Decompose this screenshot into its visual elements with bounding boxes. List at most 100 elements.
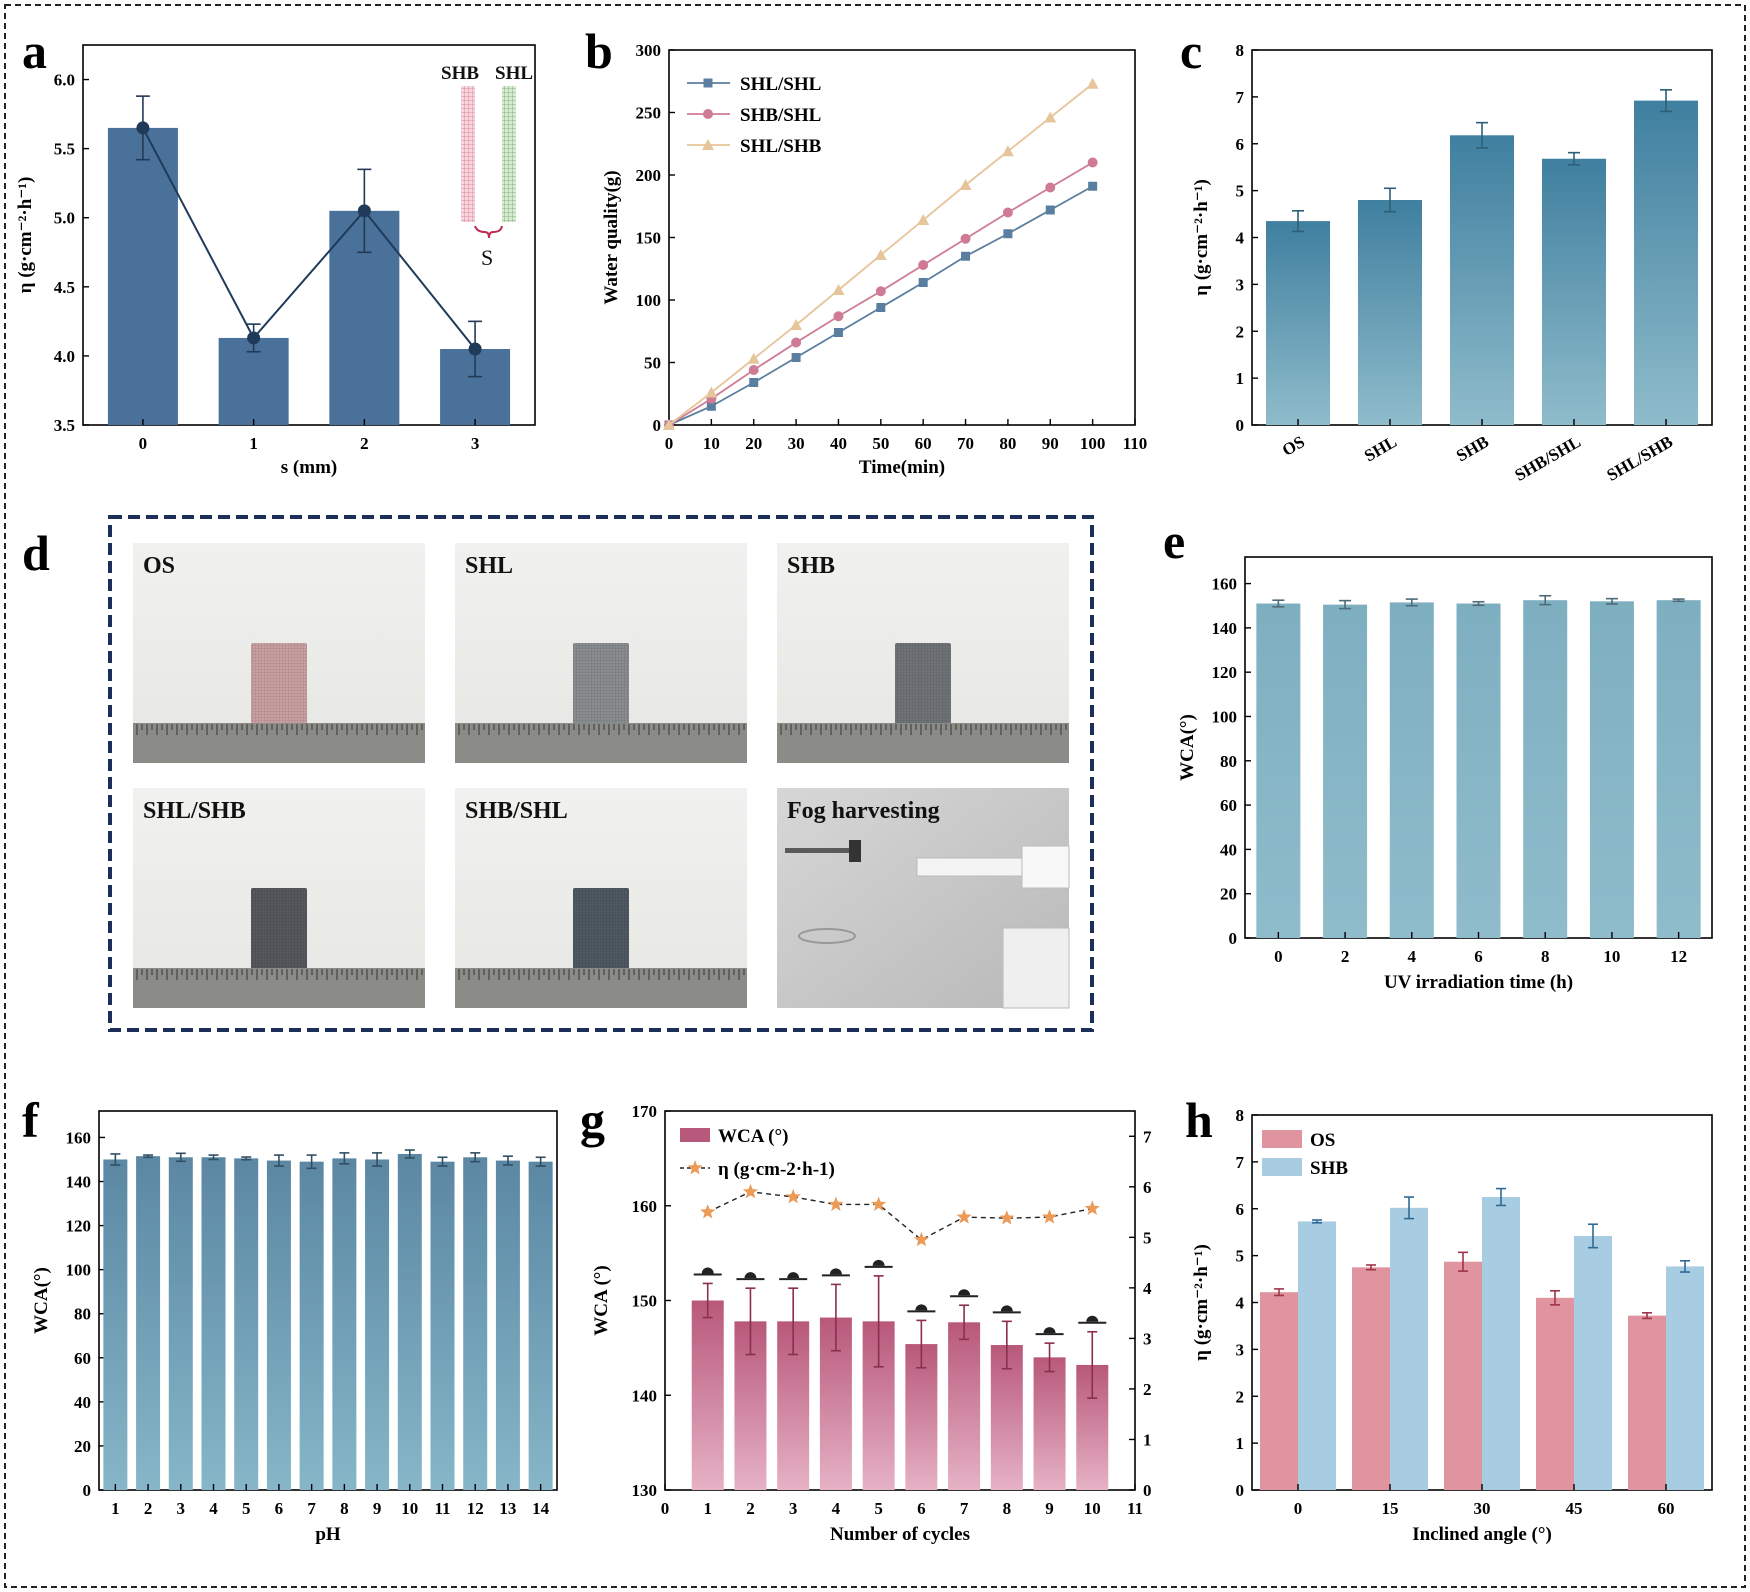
chart-b-xtick-label: 80 [999, 434, 1016, 453]
chart-f-bar [430, 1161, 455, 1490]
chart-g-ytick-label: 150 [632, 1292, 658, 1311]
chart-f-xlabel: pH [315, 1524, 341, 1545]
chart-h-ytick-label: 0 [1236, 1481, 1245, 1500]
chart-g-xtick-label: 2 [746, 1499, 755, 1518]
chart-f-xtick-label: 7 [307, 1499, 316, 1518]
chart-g-eta-point [742, 1183, 759, 1199]
chart-a-xtick-label: 0 [139, 434, 148, 453]
chart-f-xtick-label: 5 [242, 1499, 251, 1518]
photo-cell: OS [133, 543, 425, 763]
inset-schematic: SHB SHL S [441, 63, 533, 270]
chart-e-bar [1589, 601, 1634, 938]
photo-cell: Fog harvesting [777, 788, 1070, 1009]
chart-b-point [748, 365, 759, 375]
chart-b-ytick-label: 100 [636, 291, 662, 310]
chart-g-ylabel: WCA (°) [591, 1265, 612, 1335]
droplet-icon [958, 1289, 971, 1296]
chart-g-eta-point [1084, 1200, 1100, 1215]
chart-a-ytick-label: 4.5 [54, 278, 75, 297]
chart-f-ytick-label: 160 [66, 1128, 92, 1147]
chart-b-point [1001, 145, 1014, 157]
chart-h-xlabel: Inclined angle (°) [1412, 1524, 1552, 1545]
inset-shl-layer [502, 86, 516, 222]
droplet-icon [1086, 1315, 1099, 1322]
chart-e-xtick-label: 6 [1474, 947, 1483, 966]
photo-cell: SHB/SHL [455, 788, 747, 1008]
chart-a-point [247, 331, 261, 345]
chart-b-xtick-label: 0 [665, 434, 674, 453]
fog-generator-head [1021, 845, 1070, 889]
chart-g-xtick-label: 3 [789, 1499, 798, 1518]
chart-g-bar [1033, 1357, 1066, 1490]
chart-a-xtick-label: 3 [471, 434, 480, 453]
chart-b-point [918, 260, 929, 270]
chart-b-point [749, 378, 759, 387]
chart-g-right-ytick-label: 0 [1143, 1481, 1152, 1500]
fog-generator-body [1002, 927, 1070, 1009]
chart-e-xlabel: UV irradiation time (h) [1384, 972, 1573, 993]
chart-b-point [790, 319, 803, 330]
chart-h-ytick-label: 2 [1236, 1387, 1245, 1406]
chart-f-xtick-label: 14 [532, 1499, 550, 1518]
chart-c-bar [1542, 158, 1606, 425]
panel-label-b: b [585, 23, 613, 79]
chart-h-ytick-label: 5 [1236, 1247, 1245, 1266]
photo-grid: OS SHL SHB SHL/SHB SHB/SHL Fog harvesting [133, 543, 1070, 1009]
chart-f-bar [299, 1161, 324, 1490]
chart-b-point [833, 328, 843, 337]
panel-label-d: d [22, 525, 50, 581]
chart-f-bar [234, 1158, 259, 1490]
chart-f-bar [528, 1161, 553, 1490]
chart-b-ytick-label: 300 [636, 41, 662, 60]
chart-e-bar [1256, 603, 1301, 938]
chart-b-point [1045, 182, 1056, 193]
chart-h-xtick-label: 15 [1382, 1499, 1399, 1518]
chart-b-legend-label: SHB/SHL [740, 105, 821, 126]
chart-e-ytick-label: 0 [1229, 929, 1238, 948]
chart-b-point [705, 386, 718, 398]
chart-g-ytick-label: 130 [632, 1481, 658, 1500]
droplet-icon [1000, 1305, 1013, 1312]
chart-f-ytick-label: 20 [74, 1437, 91, 1456]
chart-e-xtick-label: 12 [1670, 947, 1687, 966]
chart-a-ytick-label: 3.5 [54, 416, 75, 435]
chart-b-xtick-label: 50 [872, 434, 889, 453]
chart-e: 0 20 40 60 80 100 120 140 160 0 2 4 6 8 10 12 UV irradia… [1177, 556, 1713, 993]
chart-h-bar [1352, 1267, 1390, 1490]
figure-border [4, 4, 1746, 1588]
chart-c-ytick-label: 8 [1236, 41, 1245, 60]
chart-c-xtick-label: OS [1279, 432, 1308, 460]
chart-b-point [1002, 207, 1013, 218]
chart-f-bar [495, 1160, 520, 1490]
chart-b-xtick-label: 30 [788, 434, 805, 453]
chart-e-xtick-label: 4 [1408, 947, 1417, 966]
chart-b-point [1086, 77, 1099, 89]
chart-a-point [136, 121, 150, 135]
chart-c-ytick-label: 6 [1236, 135, 1245, 154]
chart-g-eta-point [1041, 1209, 1058, 1224]
chart-b: 0 50 100 150 200 250 300 0 10 20 30 40 50 60 70 80 90 100… [601, 41, 1147, 478]
photo-cell: SHL/SHB [133, 788, 425, 1008]
chart-a-ytick-label: 5.0 [54, 209, 75, 228]
chart-f-xtick-label: 10 [401, 1499, 418, 1518]
chart-c-ytick-label: 7 [1236, 88, 1245, 107]
chart-b-xtick-label: 110 [1123, 434, 1148, 453]
chart-b-ytick-label: 0 [653, 416, 662, 435]
chart-g-right-ytick-label: 7 [1143, 1127, 1152, 1146]
chart-b-point [791, 337, 802, 348]
chart-b-point [663, 419, 675, 430]
photo-cell: SHL [455, 543, 747, 763]
chart-f-ytick-label: 120 [66, 1217, 92, 1236]
chart-f-ytick-label: 80 [74, 1305, 91, 1324]
chart-h-legend-swatch [1262, 1130, 1302, 1148]
inset-shb-layer [461, 86, 475, 222]
droplet-icon [701, 1267, 714, 1274]
chart-h-xtick-label: 30 [1474, 1499, 1491, 1518]
chart-a: 3.5 4.0 4.5 5.0 5.5 6.0 0 1 2 3 s (mm) η (g·cm⁻²·h⁻… [15, 44, 536, 478]
chart-b-point [875, 286, 886, 297]
sample-mesh-texture [573, 888, 629, 972]
chart-g-right-ytick-label: 4 [1143, 1279, 1152, 1298]
chart-c-xtick-label: SHB [1453, 432, 1492, 465]
chart-f-xtick-label: 11 [434, 1499, 450, 1518]
